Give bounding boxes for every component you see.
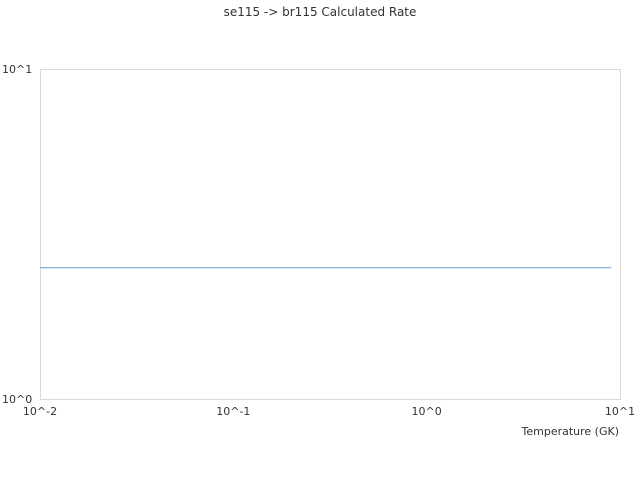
plot-area xyxy=(40,69,621,400)
chart-title: se115 -> br115 Calculated Rate xyxy=(224,5,417,19)
x-axis-label: Temperature (GK) xyxy=(521,425,620,438)
x-tick-label: 10^-1 xyxy=(216,405,250,418)
x-tick-label: 10^-2 xyxy=(23,405,57,418)
y-tick-label: 10^0 xyxy=(2,393,32,406)
y-tick-label: 10^1 xyxy=(2,63,32,76)
x-tick-label: 10^0 xyxy=(412,405,442,418)
x-tick-label: 10^1 xyxy=(605,405,635,418)
